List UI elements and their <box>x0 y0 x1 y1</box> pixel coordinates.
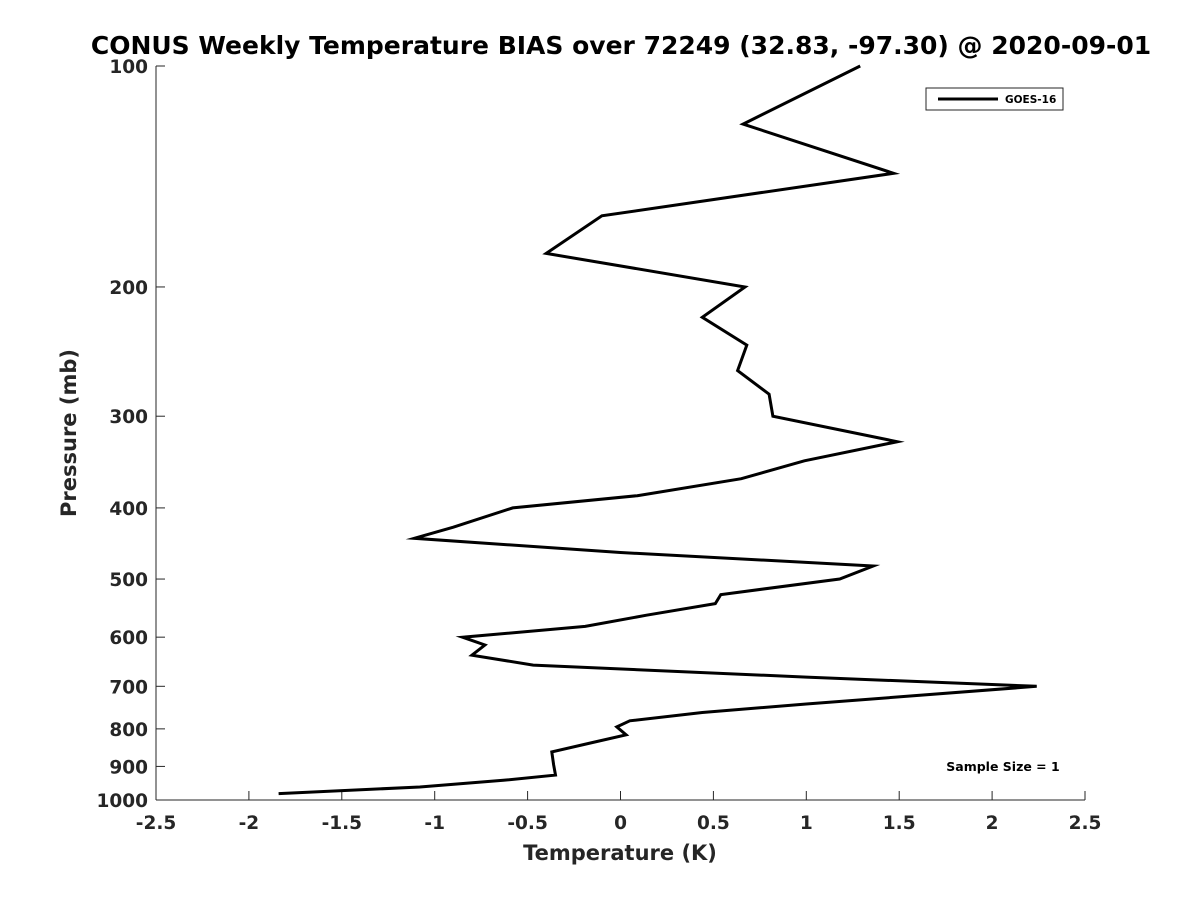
y-tick-label: 1000 <box>97 791 149 812</box>
x-tick-label: -1 <box>424 813 445 834</box>
y-tick-label: 700 <box>109 677 148 698</box>
x-tick-label: 2 <box>986 813 999 834</box>
x-tick-label: 0.5 <box>697 813 730 834</box>
x-tick-label: -0.5 <box>507 813 547 834</box>
legend-label-goes-16: GOES-16 <box>1005 94 1056 106</box>
y-tick-label: 200 <box>109 278 148 299</box>
series-layer <box>278 64 1037 796</box>
x-axis-label: Temperature (K) <box>523 841 717 865</box>
x-tick-label: 0 <box>614 813 627 834</box>
y-tick-label: 500 <box>109 570 148 591</box>
y-tick-label: 600 <box>109 628 148 649</box>
x-axis-ticks: -2.5 -2 -1.5 -1 -0.5 0 0.5 1 1.5 2 2.5 <box>136 791 1102 834</box>
x-tick-label: 2.5 <box>1069 813 1102 834</box>
y-tick-label: 400 <box>109 499 148 520</box>
x-tick-label: 1 <box>800 813 813 834</box>
x-tick-label: 1.5 <box>883 813 916 834</box>
series-line-goes-16 <box>278 64 1037 796</box>
legend: GOES-16 <box>925 87 1064 111</box>
chart-title: CONUS Weekly Temperature BIAS over 72249… <box>91 31 1151 60</box>
x-tick-label: -2.5 <box>136 813 176 834</box>
sample-size-annotation: Sample Size = 1 <box>946 759 1059 774</box>
y-axis-label: Pressure (mb) <box>57 349 81 517</box>
y-tick-label: 300 <box>109 407 148 428</box>
y-tick-label: 800 <box>109 720 148 741</box>
y-tick-label: 100 <box>109 57 148 78</box>
y-axis-ticks: 100 200 300 400 500 600 700 800 900 1000 <box>97 57 165 812</box>
y-tick-label: 900 <box>109 757 148 778</box>
x-tick-label: -2 <box>239 813 260 834</box>
x-tick-label: -1.5 <box>322 813 362 834</box>
